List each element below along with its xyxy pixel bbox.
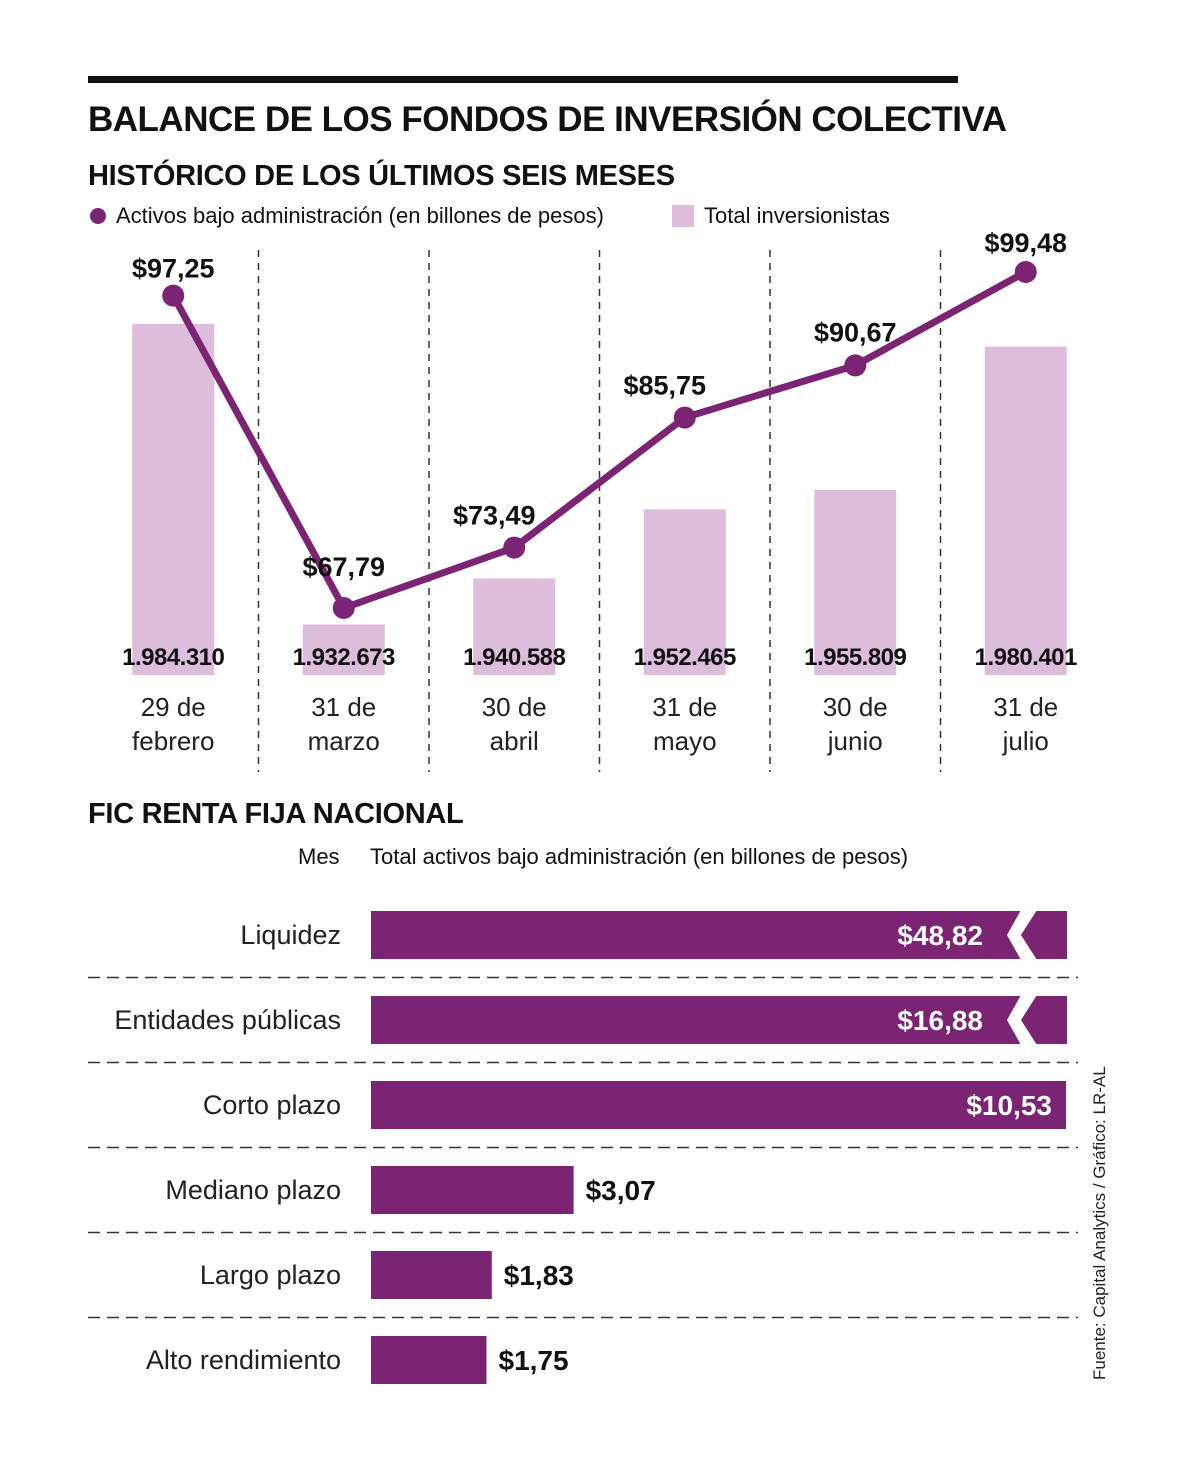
assets-value-label: $73,49	[453, 501, 536, 531]
fic-value-label: $48,82	[897, 920, 983, 951]
fic-bar	[371, 1336, 487, 1384]
column-header-total: Total activos bajo administración (en bi…	[370, 844, 909, 869]
legend-bar-label: Total inversionistas	[704, 203, 890, 228]
section2-title: FIC RENTA FIJA NACIONAL	[88, 798, 464, 830]
investors-bar	[814, 489, 897, 675]
axis-break-marker	[1007, 995, 1037, 1045]
source-credit: Fuente: Capital Analytics / Gráfico: LR-…	[1090, 1066, 1109, 1380]
category-tick-label: abril	[490, 726, 539, 756]
fic-value-label: $3,07	[586, 1175, 656, 1206]
fic-value-label: $1,83	[504, 1260, 574, 1291]
assets-point	[503, 536, 526, 559]
category-label: Largo plazo	[200, 1260, 341, 1290]
assets-point	[1014, 261, 1037, 283]
history-chart: $97,25 $67,79 $73,49 $85,75 $90,67 $99,48 1.98…	[122, 228, 1078, 772]
investors-value-label: 1.980.401	[975, 644, 1077, 671]
investors-bar	[984, 346, 1067, 675]
top-rule	[88, 76, 958, 83]
fic-value-label: $16,88	[897, 1005, 983, 1036]
fic-bar	[371, 1081, 1066, 1129]
assets-value-label: $97,25	[132, 254, 215, 284]
category-label: Corto plazo	[203, 1090, 341, 1120]
legend-square-icon	[672, 205, 694, 227]
investors-bar	[473, 578, 556, 675]
assets-value-label: $90,67	[814, 317, 897, 347]
fic-bar	[371, 911, 1067, 959]
fic-value-label: $1,75	[499, 1345, 569, 1376]
category-tick-label: febrero	[132, 726, 214, 756]
fic-bar	[371, 1166, 574, 1214]
category-tick-label: mayo	[653, 726, 717, 756]
investors-value-label: 1.952.465	[634, 644, 736, 671]
category-tick-label: 31 de	[311, 692, 376, 722]
assets-value-label: $99,48	[984, 228, 1067, 258]
category-tick-label: julio	[1002, 726, 1049, 756]
assets-point	[162, 284, 185, 307]
category-tick-label: marzo	[308, 726, 380, 756]
investors-bar	[643, 509, 726, 675]
category-tick-label: junio	[827, 726, 883, 756]
investors-bar	[302, 624, 385, 675]
category-label: Liquidez	[240, 920, 341, 950]
investors-value-label: 1.940.588	[463, 644, 565, 671]
chart-subtitle: HISTÓRICO DE LOS ÚLTIMOS SEIS MESES	[88, 160, 675, 192]
fic-bar	[371, 1251, 492, 1299]
axis-break-marker	[1007, 910, 1037, 960]
assets-point	[332, 597, 355, 619]
investors-bar	[132, 323, 215, 675]
legend-line-entry: Activos bajo administración (en billones…	[90, 203, 604, 229]
legend-bar-entry: Total inversionistas	[672, 203, 890, 229]
category-tick-label: 31 de	[652, 692, 717, 722]
category-label: Mediano plazo	[165, 1175, 341, 1205]
legend-dot-icon	[90, 208, 106, 224]
legend-line-label: Activos bajo administración (en billones…	[116, 203, 604, 228]
category-tick-label: 31 de	[993, 692, 1058, 722]
assets-line	[170, 268, 1028, 612]
investors-value-label: 1.932.673	[293, 644, 395, 671]
assets-point	[844, 354, 867, 377]
category-label: Alto rendimiento	[146, 1345, 341, 1375]
investors-value-label: 1.984.310	[122, 644, 224, 671]
page-title: BALANCE DE LOS FONDOS DE INVERSIÓN COLEC…	[88, 100, 1007, 139]
category-tick-label: 30 de	[823, 692, 888, 722]
column-header-mes: Mes	[298, 844, 340, 869]
category-tick-label: 30 de	[482, 692, 547, 722]
assets-point	[673, 406, 696, 429]
category-tick-label: 29 de	[141, 692, 206, 722]
fic-value-label: $10,53	[966, 1090, 1052, 1121]
assets-value-label: $85,75	[623, 371, 706, 401]
fic-bar	[371, 996, 1067, 1044]
category-label: Entidades públicas	[114, 1005, 341, 1035]
investors-value-label: 1.955.809	[804, 644, 906, 671]
assets-value-label: $67,79	[302, 552, 385, 582]
